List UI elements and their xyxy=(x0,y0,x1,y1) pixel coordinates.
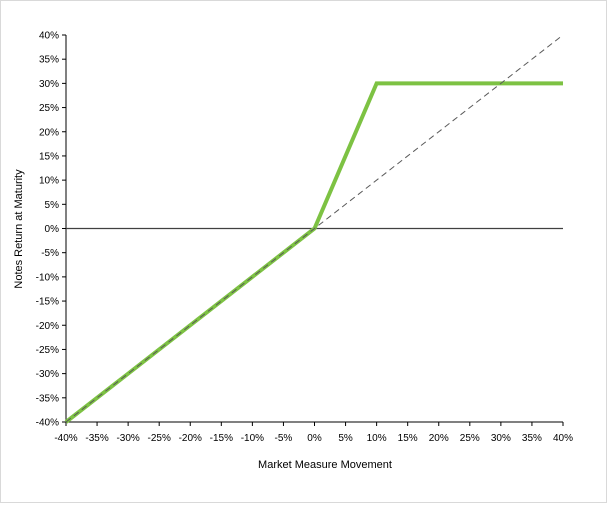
x-tick-label: 40% xyxy=(553,433,573,444)
x-tick-label: 10% xyxy=(367,433,387,444)
x-tick-label: -5% xyxy=(275,433,293,444)
y-tick-label: 25% xyxy=(39,103,59,114)
y-tick-label: -35% xyxy=(36,393,59,404)
x-tick-label: 5% xyxy=(338,433,353,444)
y-tick-label: -20% xyxy=(36,321,59,332)
x-tick-label: 35% xyxy=(522,433,542,444)
y-tick-label: -25% xyxy=(36,345,59,356)
y-tick-label: -5% xyxy=(41,248,59,259)
x-tick-label: -35% xyxy=(85,433,108,444)
x-tick-label: 30% xyxy=(491,433,511,444)
x-tick-label: 20% xyxy=(429,433,449,444)
y-tick-label: 5% xyxy=(45,200,60,211)
y-tick-label: 10% xyxy=(39,176,59,187)
y-axis-title: Notes Return at Maturity xyxy=(13,169,25,289)
x-axis-title: Market Measure Movement xyxy=(258,459,392,471)
reference-dashed-line xyxy=(65,34,564,423)
notes-return-line xyxy=(64,81,563,424)
y-tick-label: 40% xyxy=(39,31,59,42)
y-tick-label: -30% xyxy=(36,369,59,380)
x-tick-label: 15% xyxy=(398,433,418,444)
series-layer xyxy=(64,34,564,424)
y-tick-label: 30% xyxy=(39,79,59,90)
x-tick-labels: -40% -35% -30% -25% -20% -15% -10% -5% 0% 5% 10% 15… xyxy=(54,433,573,444)
y-tick-label: 20% xyxy=(39,127,59,138)
y-tick-labels: -40% -35% -30% -25% -20% -15% -10% -5% 0% 5% 10% 15… xyxy=(36,31,59,429)
x-tick-label: 0% xyxy=(307,433,322,444)
y-tick-label: -15% xyxy=(36,297,59,308)
y-tick-label: -10% xyxy=(36,272,59,283)
y-tick-label: 35% xyxy=(39,55,59,66)
x-tick-label: -25% xyxy=(148,433,171,444)
y-tick-label: 15% xyxy=(39,151,59,162)
x-tick-label: 25% xyxy=(460,433,480,444)
x-tick-label: -20% xyxy=(179,433,202,444)
x-tick-label: -30% xyxy=(116,433,139,444)
y-tick-label: -40% xyxy=(36,418,59,429)
x-tick-label: -15% xyxy=(210,433,233,444)
y-tick-label: 0% xyxy=(45,224,60,235)
x-tick-label: -40% xyxy=(54,433,77,444)
x-tick-label: -10% xyxy=(241,433,264,444)
